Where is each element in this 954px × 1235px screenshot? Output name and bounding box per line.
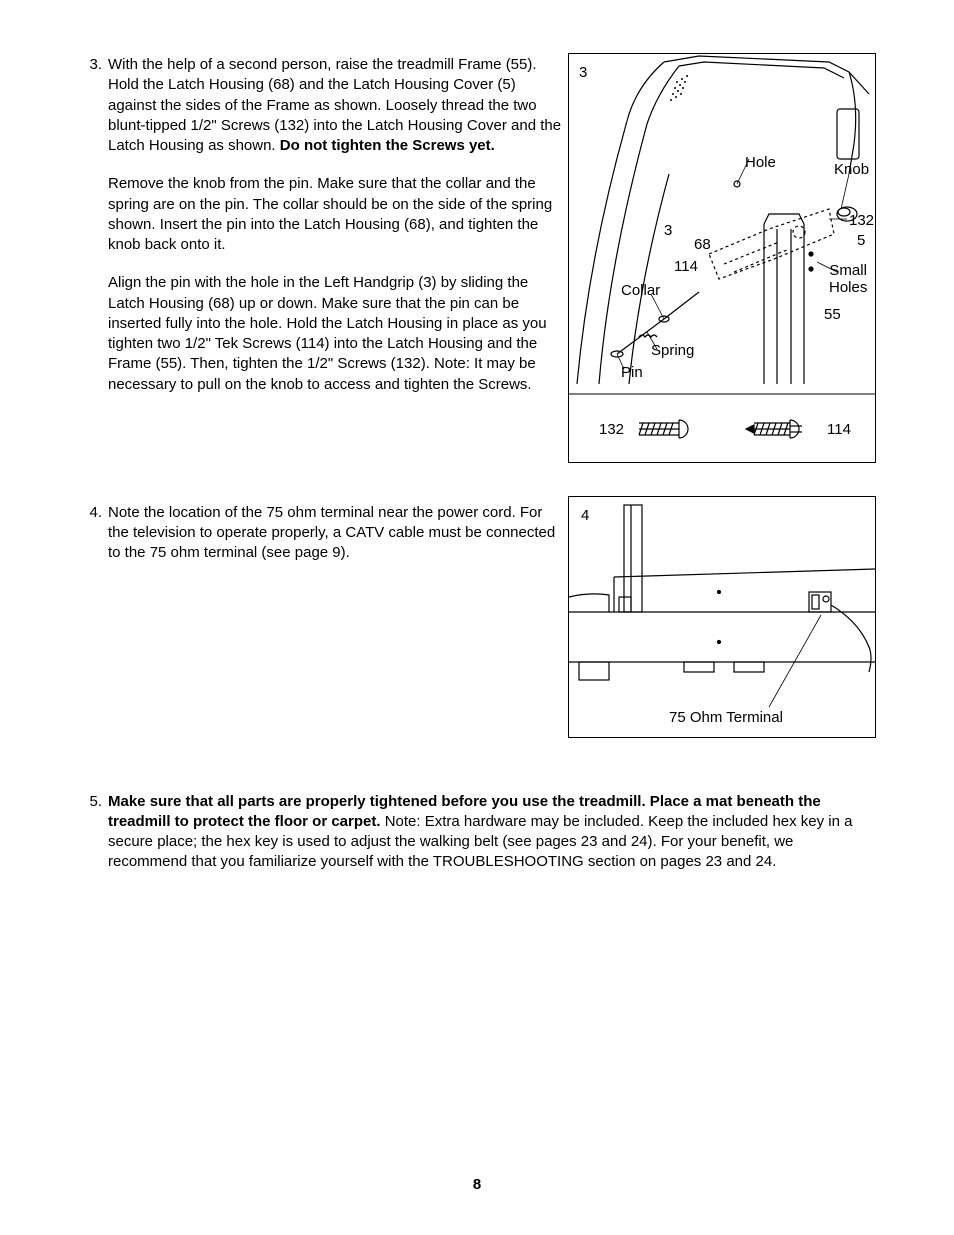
step-3-para-1: With the help of a second person, raise … xyxy=(108,55,563,156)
step-3-para-2: Remove the knob from the pin. Make sure … xyxy=(108,174,563,255)
step-3-text: With the help of a second person, raise … xyxy=(108,55,563,413)
step-4-number: 4. xyxy=(78,503,108,523)
fig3-box-num: 3 xyxy=(579,64,587,81)
fig3-label-hole: Hole xyxy=(745,154,776,171)
step-4-para-1: Note the location of the 75 ohm terminal… xyxy=(108,503,563,564)
fig4-label-terminal: 75 Ohm Terminal xyxy=(669,709,783,726)
fig3-label-collar: Collar xyxy=(621,282,660,299)
step-3-p1b: Do not tighten the Screws yet. xyxy=(280,137,495,154)
fig3-label-n55: 55 xyxy=(824,306,841,323)
step-5-number: 5. xyxy=(78,792,108,812)
page-number: 8 xyxy=(0,1176,954,1193)
fig3-label-n3: 3 xyxy=(664,222,672,239)
fig3-label-n68: 68 xyxy=(694,236,711,253)
fig3-label-n132: 132 xyxy=(849,212,874,229)
step-5-para-1: Make sure that all parts are properly ti… xyxy=(108,792,876,873)
fig3-label-pin: Pin xyxy=(621,364,643,381)
fig4-box-num: 4 xyxy=(581,507,589,524)
step-3-number: 3. xyxy=(78,55,108,75)
figure-4-svg xyxy=(569,497,875,737)
figure-3-svg xyxy=(569,54,875,462)
fig3-label-smallholes: Small Holes xyxy=(829,262,867,296)
fig3-label-n114: 114 xyxy=(674,258,698,275)
fig3-label-spring: Spring xyxy=(651,342,694,359)
figure-4: 4 75 Ohm Terminal xyxy=(568,496,876,738)
step-5-text: Make sure that all parts are properly ti… xyxy=(108,792,876,891)
fig3-label-n114b: 114 xyxy=(827,421,851,438)
fig3-label-n5: 5 xyxy=(857,232,865,249)
step-5: 5. Make sure that all parts are properly… xyxy=(78,792,876,891)
fig3-label-knob: Knob xyxy=(834,161,869,178)
figure-3: 3 Hole Knob 3 68 114 132 5 Small Holes C… xyxy=(568,53,876,463)
fig3-label-n132b: 132 xyxy=(599,421,624,438)
step-3-para-3: Align the pin with the hole in the Left … xyxy=(108,273,563,395)
step-4-text: Note the location of the 75 ohm terminal… xyxy=(108,503,563,582)
